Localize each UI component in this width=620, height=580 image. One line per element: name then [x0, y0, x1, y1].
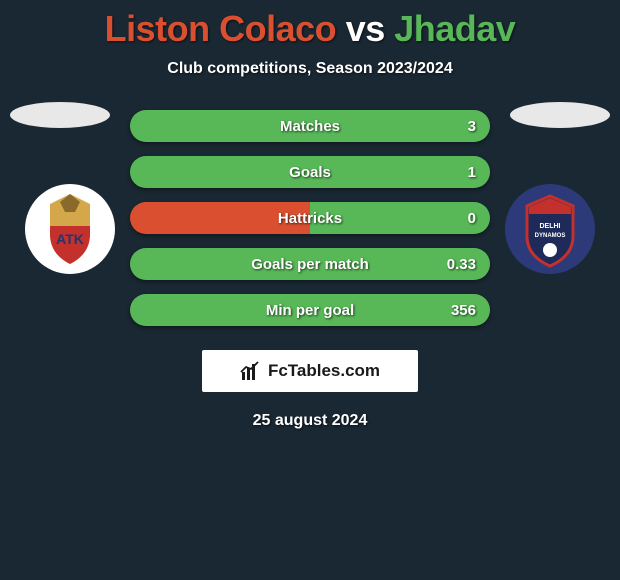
delhi-dynamos-badge-icon: DELHI DYNAMOS: [505, 184, 595, 274]
stat-value-right: 1: [468, 164, 476, 181]
comparison-subtitle: Club competitions, Season 2023/2024: [0, 60, 620, 78]
player1-club-badge: ATK: [25, 184, 115, 274]
stat-value-right: 0.33: [447, 256, 476, 273]
stat-row: Goals 1: [130, 156, 490, 188]
svg-text:ATK: ATK: [56, 231, 84, 247]
stat-row: Min per goal 356: [130, 294, 490, 326]
player2-photo: [510, 102, 610, 128]
stat-label: Matches: [280, 118, 340, 135]
player1-photo: [10, 102, 110, 128]
stat-label: Goals per match: [251, 256, 369, 273]
branding-text: FcTables.com: [268, 361, 380, 381]
stat-value-right: 0: [468, 210, 476, 227]
vs-separator: vs: [346, 8, 385, 49]
comparison-title: Liston Colaco vs Jhadav: [0, 0, 620, 50]
stat-rows-container: Matches 3 Goals 1 Hattricks 0 Goals per match 0…: [130, 110, 490, 326]
snapshot-date: 25 august 2024: [0, 412, 620, 430]
stat-row: Hattricks 0: [130, 202, 490, 234]
chart-icon: [240, 360, 262, 382]
stat-label: Min per goal: [266, 302, 354, 319]
svg-text:DYNAMOS: DYNAMOS: [535, 233, 566, 239]
player2-club-badge: DELHI DYNAMOS: [505, 184, 595, 274]
player2-name: Jhadav: [394, 8, 515, 49]
svg-text:DELHI: DELHI: [540, 223, 561, 230]
stat-row: Goals per match 0.33: [130, 248, 490, 280]
player1-name: Liston Colaco: [105, 8, 337, 49]
atk-badge-icon: ATK: [25, 184, 115, 274]
stat-label: Hattricks: [278, 210, 342, 227]
stat-row: Matches 3: [130, 110, 490, 142]
stats-area: ATK DELHI DYNAMOS Matches 3 Goals 1 Hattrick…: [0, 110, 620, 326]
stat-label: Goals: [289, 164, 331, 181]
branding-badge: FcTables.com: [202, 350, 418, 392]
stat-value-right: 3: [468, 118, 476, 135]
stat-value-right: 356: [451, 302, 476, 319]
